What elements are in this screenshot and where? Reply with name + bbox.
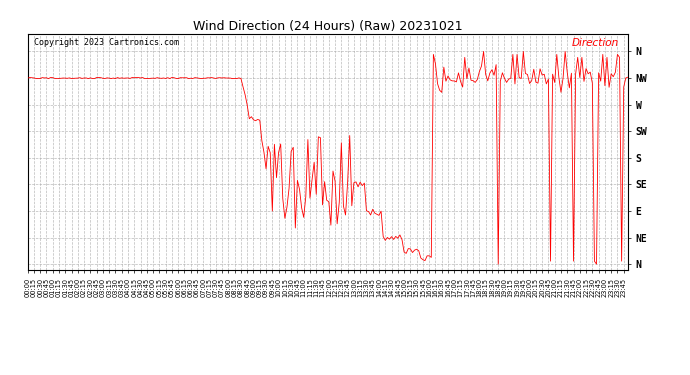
Text: Direction: Direction: [571, 39, 619, 48]
Title: Wind Direction (24 Hours) (Raw) 20231021: Wind Direction (24 Hours) (Raw) 20231021: [193, 20, 462, 33]
Text: Copyright 2023 Cartronics.com: Copyright 2023 Cartronics.com: [34, 39, 179, 48]
